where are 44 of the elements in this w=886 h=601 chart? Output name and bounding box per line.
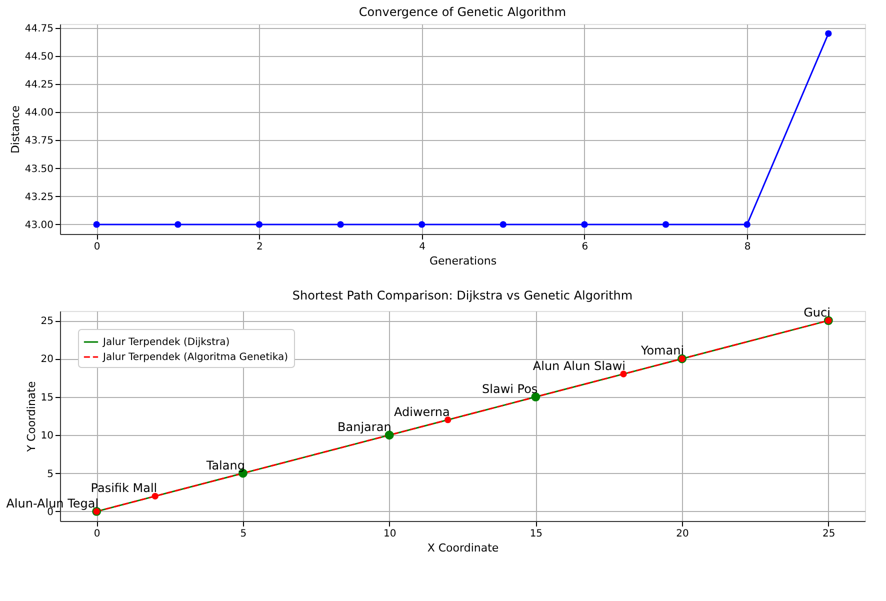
annotation: Yomani: [640, 344, 684, 358]
y-tick-label: 5: [47, 468, 54, 480]
y-tick-label: 43.50: [24, 164, 54, 175]
point: [531, 392, 540, 402]
y-tick-label: 43.75: [24, 136, 54, 147]
point: [620, 370, 627, 378]
x-tick-label: 20: [676, 528, 689, 540]
chart-title: Convergence of Genetic Algorithm: [358, 4, 566, 19]
legend-label: Jalur Terpendek (Dijkstra): [102, 337, 230, 348]
y-tick-label: 44.75: [24, 23, 54, 34]
y-tick-label: 44.00: [24, 108, 54, 119]
x-tick-label: 8: [744, 242, 751, 252]
legend-label: Jalur Terpendek (Algoritma Genetika): [102, 352, 288, 363]
y-tick-label: 20: [40, 354, 54, 366]
x-tick-label: 6: [582, 242, 588, 252]
annotation: Slawi Pos: [482, 382, 538, 396]
annotation: Alun Alun Slawi: [532, 359, 626, 373]
annotation: Pasifik Mall: [90, 481, 158, 496]
y-tick-label: 43.00: [24, 220, 54, 231]
x-tick-label: 5: [240, 528, 247, 540]
x-tick-label: 15: [530, 528, 543, 540]
x-tick-label: 2: [256, 242, 263, 252]
point: [444, 416, 452, 424]
y-tick-label: 15: [40, 392, 54, 404]
y-tick-label: 44.50: [24, 52, 54, 63]
chart-title: Shortest Path Comparison: Dijkstra vs Genetic Algorithm: [292, 288, 633, 303]
y-tick-label: 25: [40, 316, 54, 328]
x-tick-label: 10: [383, 528, 396, 540]
y-tick-label: 10: [40, 430, 54, 442]
x-tick-label: 0: [94, 242, 100, 252]
annotation: Adiwerna: [394, 404, 450, 419]
y-axis-title: Distance: [8, 105, 22, 154]
x-axis-title: Generations: [429, 254, 497, 268]
x-tick-label: 0: [94, 528, 100, 540]
y-tick-label: 44.25: [24, 80, 54, 91]
x-tick-label: 25: [822, 528, 836, 540]
annotation: Talang: [205, 458, 245, 472]
annotation: Banjaran: [338, 420, 392, 434]
y-axis-title: Y Coordinate: [24, 381, 38, 453]
y-tick-label: 43.25: [24, 192, 54, 203]
annotation: Guci: [804, 306, 830, 320]
x-axis-title: X Coordinate: [427, 542, 499, 554]
point: [152, 492, 158, 500]
x-tick-label: 4: [419, 242, 426, 252]
